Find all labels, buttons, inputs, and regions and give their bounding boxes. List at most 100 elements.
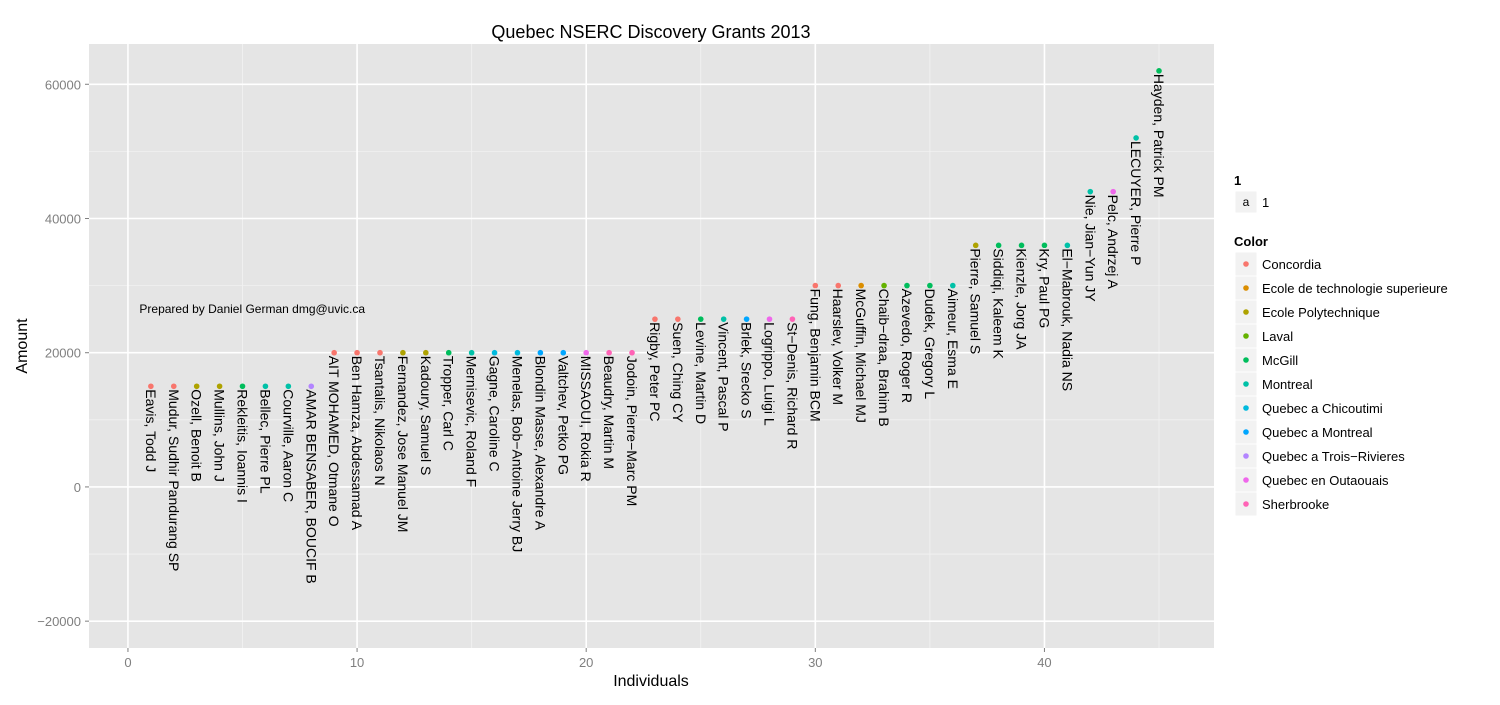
- data-point: [285, 383, 292, 390]
- data-point: [377, 349, 383, 356]
- data-point-label: McGuffin, Michael MJ: [853, 289, 869, 423]
- data-point-label: Jodoin, Pierre−Marc PM: [624, 356, 640, 507]
- data-point-label: Mernisevic, Roland F: [464, 356, 480, 488]
- data-point: [400, 349, 406, 356]
- data-point: [148, 383, 154, 390]
- chart-title: Quebec NSERC Discovery Grants 2013: [491, 22, 810, 42]
- legend-entry-label: Concordia: [1262, 257, 1322, 272]
- shape-legend-key-box: [1234, 190, 1258, 214]
- data-point-label: Suen, Ching CY: [670, 322, 686, 423]
- data-point-label: AIT MOHAMED, Otmane O: [326, 356, 342, 527]
- data-point-label: Mudur, Sudhir Pandurang SP: [166, 389, 182, 571]
- data-point: [972, 242, 979, 249]
- legend-key-dot: [1243, 429, 1249, 435]
- data-point: [308, 383, 315, 390]
- data-point: [766, 316, 773, 322]
- x-tick-label: 10: [350, 655, 364, 670]
- data-point: [697, 316, 704, 322]
- data-point: [995, 242, 1002, 249]
- data-point: [354, 349, 360, 356]
- data-point-label: Gagne, Caroline C: [487, 356, 503, 472]
- y-axis-label: Amount: [14, 318, 31, 374]
- data-point-label: Blondin Masse, Alexandre A: [532, 356, 548, 531]
- data-point: [1018, 242, 1025, 249]
- legend-entry-label: Quebec a Trois−Rivieres: [1262, 449, 1405, 464]
- data-point-label: Vincent, Pascal P: [716, 322, 732, 431]
- grid-minor: [89, 44, 1214, 648]
- y-tick-label: −20000: [37, 614, 81, 629]
- data-point-label: Kienzle, Jorg JA: [1014, 248, 1030, 350]
- data-point-label: Fernandez, Jose Manuel JM: [395, 356, 411, 533]
- chart-annotation: Prepared by Daniel German dmg@uvic.ca: [139, 302, 365, 316]
- x-tick-label: 20: [579, 655, 593, 670]
- legend-entry-label: Quebec a Montreal: [1262, 425, 1373, 440]
- data-point-label: Chaib−draa, Brahim B: [876, 289, 892, 427]
- legend-entry-label: Quebec a Chicoutimi: [1262, 401, 1383, 416]
- x-tick-label: 0: [124, 655, 131, 670]
- data-point-label: LECUYER, Pierre P: [1128, 141, 1144, 265]
- data-point: [423, 349, 429, 356]
- legend-key-dot: [1243, 333, 1249, 339]
- data-points: [148, 68, 1162, 390]
- y-tick-label: 20000: [45, 346, 81, 361]
- data-point-label: Beaudry, Martin M: [601, 356, 617, 469]
- data-point-label: Valtchev, Petko PG: [555, 356, 571, 475]
- data-point: [629, 349, 635, 356]
- data-point: [1041, 242, 1048, 249]
- data-point: [675, 316, 681, 322]
- data-point: [468, 349, 475, 356]
- data-point-label: Ben Hamza, Abdessamad A: [349, 356, 365, 531]
- legend-entry-label: Montreal: [1262, 377, 1313, 392]
- grid-major: [89, 44, 1214, 648]
- legend-key-dot: [1243, 501, 1249, 507]
- data-point-label: Rigby, Peter PC: [647, 322, 663, 421]
- data-point: [560, 349, 567, 356]
- data-point: [1156, 68, 1162, 74]
- x-tick-label: 40: [1037, 655, 1051, 670]
- data-point: [537, 349, 544, 356]
- data-point: [606, 349, 612, 356]
- legend-key-dot: [1243, 357, 1249, 363]
- data-point-label: El−Mabrouk, Nadia NS: [1059, 248, 1075, 391]
- data-point-label: Tsantalis, Nikolaos N: [372, 356, 388, 486]
- y-axis-ticks: −20000 0 20000 40000 60000: [37, 77, 89, 629]
- data-point: [743, 316, 750, 322]
- y-tick-label: 60000: [45, 77, 81, 92]
- legend-entry-label: Ecole de technologie superieure: [1262, 281, 1448, 296]
- data-point-label: Logrippo, Luigi L: [761, 322, 777, 426]
- data-point: [949, 282, 956, 289]
- legend-key-dot: [1243, 381, 1249, 387]
- data-point: [1087, 188, 1094, 195]
- legend-key-dot: [1243, 309, 1249, 315]
- legend-entry-label: Ecole Polytechnique: [1262, 305, 1380, 320]
- data-point: [927, 282, 933, 289]
- data-point: [170, 383, 177, 390]
- data-point: [239, 383, 246, 390]
- data-point-label: Bellec, Pierre PL: [257, 389, 273, 493]
- x-tick-label: 30: [808, 655, 822, 670]
- data-point-label: Fung, Benjamin BCM: [807, 289, 823, 422]
- data-point-label: Pelc, Andrzej A: [1105, 195, 1121, 290]
- data-point-label: Courville, Aaron C: [280, 389, 296, 502]
- data-point: [583, 349, 589, 356]
- data-point: [812, 282, 819, 289]
- data-point: [904, 282, 910, 289]
- data-point: [881, 282, 887, 289]
- plot-panel: [89, 44, 1214, 648]
- data-point: [331, 349, 337, 356]
- data-point: [835, 282, 842, 289]
- data-point-label: Nie, Jian−Yun JY: [1082, 195, 1098, 303]
- data-point-label: Aimeur, Esma E: [945, 289, 961, 389]
- data-point-label: Haarslev, Volker M: [830, 289, 846, 405]
- legend-entry-label: Sherbrooke: [1262, 497, 1329, 512]
- data-point-label: Levine, Martin D: [693, 322, 709, 424]
- legend-entry-label: Laval: [1262, 329, 1293, 344]
- data-point-label: Eavis, Todd J: [143, 389, 159, 472]
- data-point-label: Kry, Paul PG: [1036, 248, 1052, 328]
- data-point-label: Brlek, Srecko S: [739, 322, 755, 418]
- data-point: [1110, 188, 1116, 195]
- data-point-label: Siddiqi, Kaleem K: [991, 248, 1007, 359]
- shape-legend-title: 1: [1234, 173, 1241, 188]
- shape-legend-label: 1: [1262, 195, 1269, 210]
- data-point-label: Pierre, Samuel S: [968, 248, 984, 354]
